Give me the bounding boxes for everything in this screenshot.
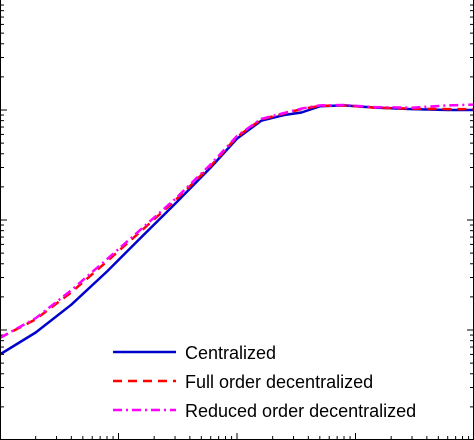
legend: Centralized Full order decentralized Reduc… [113,343,416,421]
series-lines [0,103,474,356]
legend-label-3: Reduced order decentralized [185,401,416,421]
legend-label-1: Centralized [185,343,276,363]
legend-label-2: Full order decentralized [185,372,373,392]
series-line-3 [0,103,474,339]
